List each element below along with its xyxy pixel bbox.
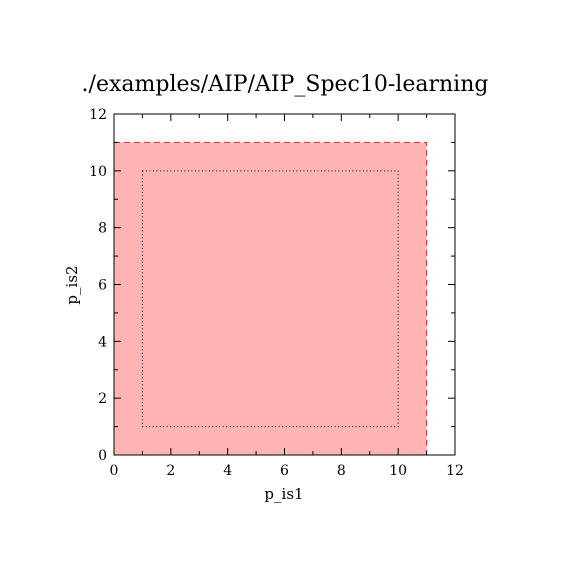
x-tick-label: 2 <box>166 463 175 479</box>
x-tick-label: 10 <box>389 463 407 479</box>
region-filled-rect <box>113 141 428 456</box>
x-axis-label: p_is1 <box>264 485 303 503</box>
y-tick-label: 0 <box>98 448 107 464</box>
y-axis-label: p_is2 <box>63 265 81 304</box>
chart-title: ./examples/AIP/AIP_Spec10-learning <box>82 72 489 97</box>
y-tick-label: 4 <box>98 334 107 350</box>
y-tick-label: 12 <box>89 107 107 123</box>
y-tick-label: 6 <box>98 278 107 294</box>
x-tick-label: 4 <box>223 463 232 479</box>
x-tick-label: 12 <box>446 463 464 479</box>
x-tick-label: 8 <box>337 463 346 479</box>
tick-labels-layer: 0 2 4 6 8 10 12 0 2 4 6 8 10 12 <box>89 107 464 479</box>
regions-layer <box>113 141 428 456</box>
y-tick-label: 10 <box>89 164 107 180</box>
x-tick-label: 6 <box>280 463 289 479</box>
y-tick-label: 8 <box>98 221 107 237</box>
x-tick-label: 0 <box>110 463 119 479</box>
y-tick-label: 2 <box>98 391 107 407</box>
ticks-layer <box>113 113 456 456</box>
